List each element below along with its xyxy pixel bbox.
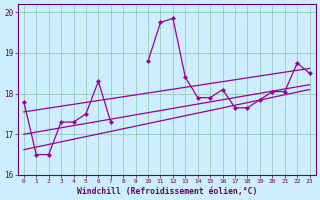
X-axis label: Windchill (Refroidissement éolien,°C): Windchill (Refroidissement éolien,°C) <box>76 187 257 196</box>
